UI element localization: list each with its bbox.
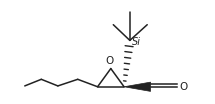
- Text: O: O: [179, 82, 187, 92]
- Polygon shape: [124, 82, 150, 91]
- Text: Si: Si: [132, 37, 141, 47]
- Text: O: O: [106, 56, 114, 66]
